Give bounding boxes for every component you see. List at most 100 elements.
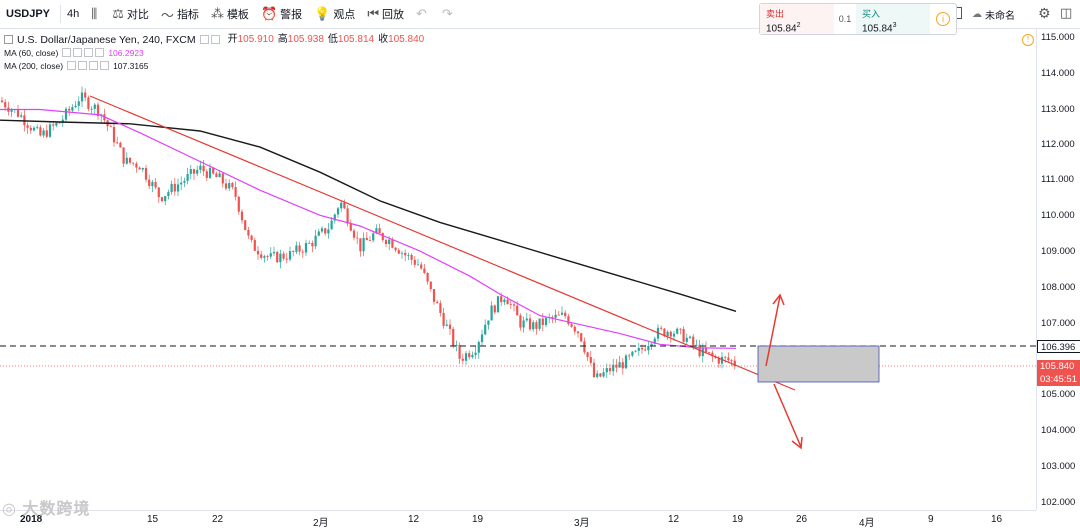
candle-body xyxy=(0,100,4,103)
open-value: 105.910 xyxy=(237,33,274,45)
candle-body xyxy=(176,184,180,192)
time-label: 19 xyxy=(732,514,744,525)
candle-body xyxy=(349,223,352,231)
candle-body xyxy=(256,250,260,255)
candle-body xyxy=(87,97,90,109)
candle-body xyxy=(125,157,128,164)
price-axis[interactable]: 115.000 114.000 113.000 112.000 111.000 … xyxy=(1036,28,1080,510)
info-button[interactable]: i xyxy=(930,4,956,34)
ma200-buttons xyxy=(67,61,110,70)
price-label: 107.000 xyxy=(1041,318,1076,329)
candle-body xyxy=(170,183,173,193)
candle-body xyxy=(711,352,714,357)
close-icon[interactable] xyxy=(89,61,99,70)
price-label: 103.000 xyxy=(1041,461,1076,472)
indicators-button[interactable]: 〜指标 xyxy=(155,0,205,28)
candle-body xyxy=(84,92,87,98)
undo-button[interactable]: ↶ xyxy=(410,0,436,28)
candle-body xyxy=(180,182,183,185)
camera-icon[interactable]: ◫ xyxy=(1060,5,1073,20)
candle-body xyxy=(564,312,567,317)
arrow-up[interactable] xyxy=(765,293,785,367)
eye-icon[interactable] xyxy=(67,61,77,70)
low-key: 低 xyxy=(327,33,338,45)
chart-canvas[interactable] xyxy=(0,28,1036,510)
settings-icon[interactable] xyxy=(73,48,83,57)
candle-body xyxy=(669,331,672,337)
candle-body xyxy=(80,92,84,102)
alert-button[interactable]: ⏰ 警报 xyxy=(255,0,308,28)
candle-body xyxy=(116,142,119,144)
price-label: 115.000 xyxy=(1041,32,1075,43)
replay-button[interactable]: ⏮ 回放 xyxy=(361,0,410,28)
templates-button[interactable]: ⁂ 模板 xyxy=(205,0,255,28)
price-label: 110.000 xyxy=(1041,210,1075,221)
candle-body xyxy=(45,130,48,137)
ma200-line xyxy=(0,119,737,312)
price-label: 114.000 xyxy=(1041,68,1075,79)
more-icon[interactable] xyxy=(95,48,105,57)
ideas-label: 观点 xyxy=(333,9,356,21)
candle-body xyxy=(336,208,340,215)
symbol-search[interactable]: USDJPY xyxy=(6,8,51,20)
candle-body xyxy=(202,165,205,172)
buy-button[interactable]: 买入 105.843 xyxy=(856,4,930,34)
templates-icon: ⁂ xyxy=(210,6,224,21)
projection-box[interactable] xyxy=(757,345,880,383)
interval-selector[interactable]: 4h xyxy=(67,8,80,20)
redo-button[interactable]: ↷ xyxy=(436,0,462,28)
candle-body xyxy=(647,346,650,351)
eye-icon[interactable] xyxy=(199,35,209,44)
candle-body xyxy=(112,126,116,143)
candle-body xyxy=(359,238,362,252)
close-icon[interactable] xyxy=(84,48,94,57)
gear-icon[interactable]: ⚙ xyxy=(1038,5,1051,21)
indicators-icon: 〜 xyxy=(160,7,174,23)
time-label: 2月 xyxy=(313,518,329,529)
candle-body xyxy=(231,183,234,188)
candle-body xyxy=(442,312,445,326)
more-icon[interactable] xyxy=(100,61,110,70)
close-key: 收 xyxy=(378,33,389,45)
spread-value: 0.1 xyxy=(838,14,852,24)
candle-body xyxy=(346,208,349,224)
time-label: 26 xyxy=(796,514,808,525)
settings-icon[interactable] xyxy=(210,35,220,44)
candle-body xyxy=(538,318,541,329)
candle-body xyxy=(314,235,317,247)
ideas-button[interactable]: 💡 观点 xyxy=(308,0,361,28)
ma60-label: MA (60, close) xyxy=(4,47,59,58)
candle-body xyxy=(570,324,573,327)
candle-body xyxy=(340,202,343,209)
settings-icon[interactable] xyxy=(78,61,88,70)
candle-body xyxy=(480,334,484,342)
candle-body xyxy=(96,104,100,117)
candle-body xyxy=(330,220,333,230)
candle-body xyxy=(727,357,730,361)
time-label: 19 xyxy=(472,514,484,525)
cloud-icon: ☁ xyxy=(972,8,982,20)
candle-body xyxy=(596,373,599,378)
candle-body xyxy=(608,368,612,372)
candle-body xyxy=(304,243,308,253)
chart-type-button[interactable]: ⫼ xyxy=(85,0,106,28)
sell-button[interactable]: 卖出 105.842 xyxy=(760,4,834,34)
candle-body xyxy=(186,173,189,181)
candle-body xyxy=(733,360,736,367)
eye-icon[interactable] xyxy=(62,48,72,57)
time-axis[interactable]: 2018 15 22 2月 12 19 3月 12 19 26 4月 9 16 xyxy=(0,510,1036,529)
candle-body xyxy=(695,344,698,346)
countdown-tag: 03:45:51 xyxy=(1037,373,1080,386)
chart-legend: U.S. Dollar/Japanese Yen, 240, FXCM 开 105… xyxy=(4,33,424,72)
alert-info-icon[interactable]: ! xyxy=(1022,34,1034,46)
collapse-icon[interactable] xyxy=(4,35,13,44)
price-label: 113.000 xyxy=(1041,104,1075,115)
series-buttons xyxy=(199,35,220,44)
arrow-down[interactable] xyxy=(773,383,803,450)
compare-button[interactable]: ⚖ 对比 xyxy=(106,0,155,28)
layout-name-button[interactable]: ☁ 未命名 xyxy=(972,0,1015,28)
candle-body xyxy=(160,197,164,202)
open-key: 开 xyxy=(227,33,238,45)
candle-body xyxy=(36,127,39,129)
indicators-label: 指标 xyxy=(176,9,199,21)
